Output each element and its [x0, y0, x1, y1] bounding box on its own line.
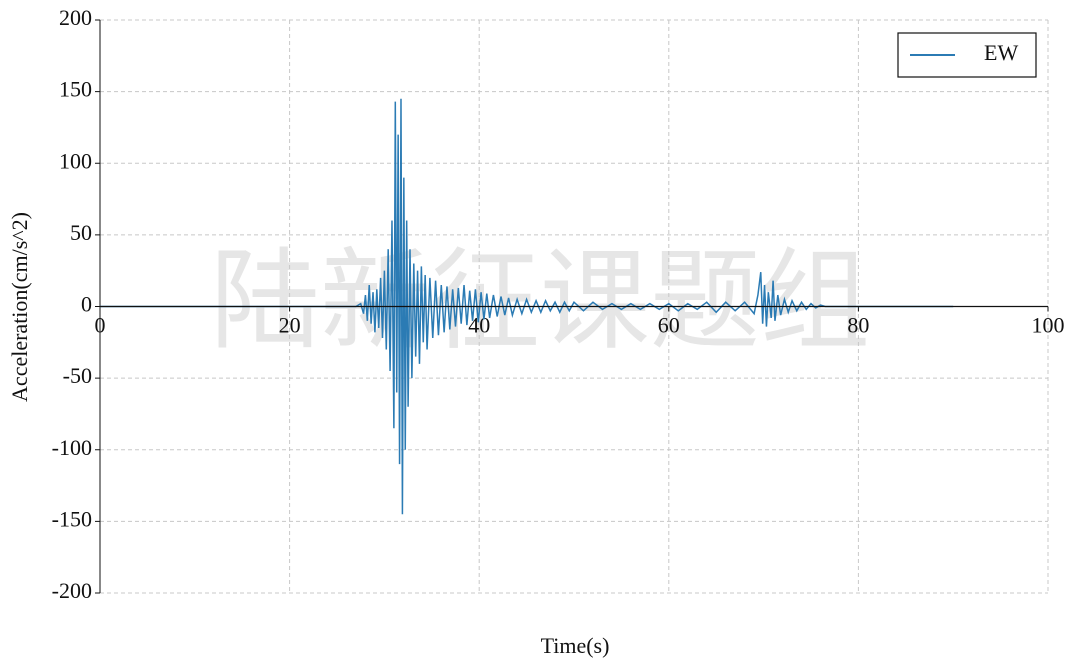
y-tick-label: 100	[59, 148, 92, 173]
legend-label: EW	[984, 40, 1018, 65]
x-tick-label: 20	[279, 313, 301, 338]
y-tick-label: -100	[52, 435, 92, 460]
y-tick-label: -150	[52, 506, 92, 531]
y-tick-label: -50	[63, 363, 92, 388]
y-tick-label: 0	[81, 292, 92, 317]
y-tick-label: 200	[59, 5, 92, 30]
data-line	[100, 98, 954, 515]
x-axis-label: Time(s)	[541, 633, 610, 658]
y-tick-label: 50	[70, 220, 92, 245]
x-tick-label: 60	[658, 313, 680, 338]
y-tick-label: -200	[52, 578, 92, 603]
x-tick-label: 100	[1032, 313, 1065, 338]
watermark: 陆新征课题组	[210, 237, 870, 365]
y-axis-label: Acceleration(cm/s^2)	[7, 212, 32, 402]
y-tick-label: 150	[59, 77, 92, 102]
x-tick-label: 80	[847, 313, 869, 338]
